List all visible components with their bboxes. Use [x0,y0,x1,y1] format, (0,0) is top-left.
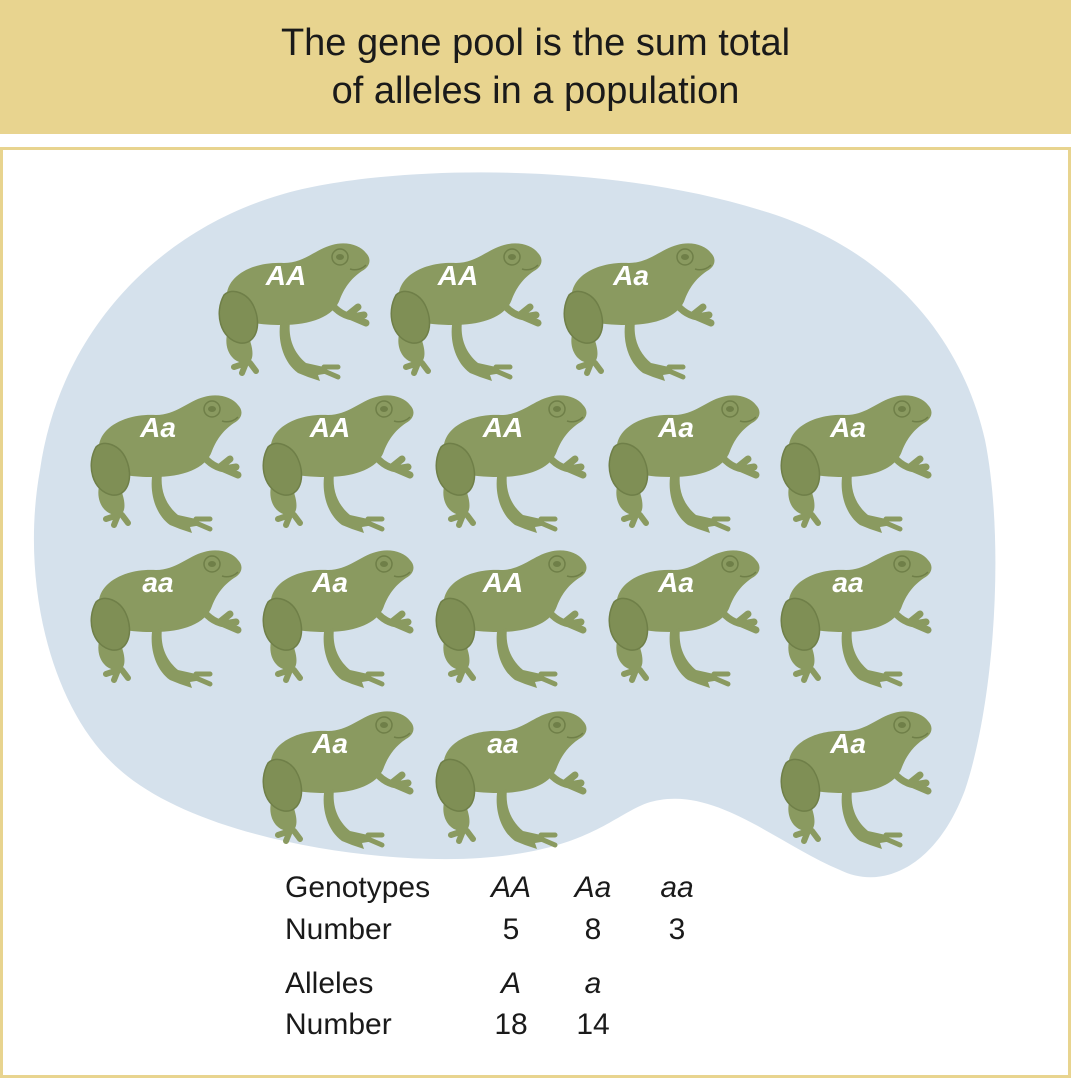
frog: Aa [564,243,714,381]
frog-genotype-label: Aa [829,412,866,443]
frog: aa [781,550,931,688]
frog: aa [436,711,586,849]
frog-genotype-label: AA [437,260,478,291]
title-line-2: of alleles in a population [331,70,740,112]
frog-genotype-label: Aa [829,728,866,759]
frog: Aa [609,395,759,533]
frog-genotype-label: aa [142,567,173,598]
frog-genotype-label: Aa [311,728,348,759]
frog: Aa [781,395,931,533]
frog-genotype-label: AA [309,412,350,443]
frog: AA [219,243,369,381]
frog-genotype-label: aa [832,567,863,598]
frog: Aa [781,711,931,849]
title-line-1: The gene pool is the sum total [280,22,791,64]
frog-genotype-label: Aa [311,567,348,598]
frog: Aa [609,550,759,688]
frog-genotype-label: aa [487,728,518,759]
frog-genotype-label: Aa [139,412,176,443]
frog: AA [391,243,541,381]
frog-genotype-label: Aa [657,567,694,598]
frog: AA [436,395,586,533]
pond-area [33,172,996,878]
frog: Aa [263,711,413,849]
frog-genotype-label: Aa [612,260,649,291]
frogs-layer: AA AA Aa Aa AA AA Aa Aa aa Aa AA Aa aa Aa aa Aa [91,243,931,849]
frog-genotype-label: AA [482,412,523,443]
frog: Aa [263,550,413,688]
frog: AA [263,395,413,533]
frog: AA [436,550,586,688]
frog: aa [91,550,241,688]
frog: Aa [91,395,241,533]
title-banner: The gene pool is the sum total of allele… [0,0,1071,134]
frog-genotype-label: Aa [657,412,694,443]
frog-genotype-label: AA [265,260,306,291]
frog-genotype-label: AA [482,567,523,598]
